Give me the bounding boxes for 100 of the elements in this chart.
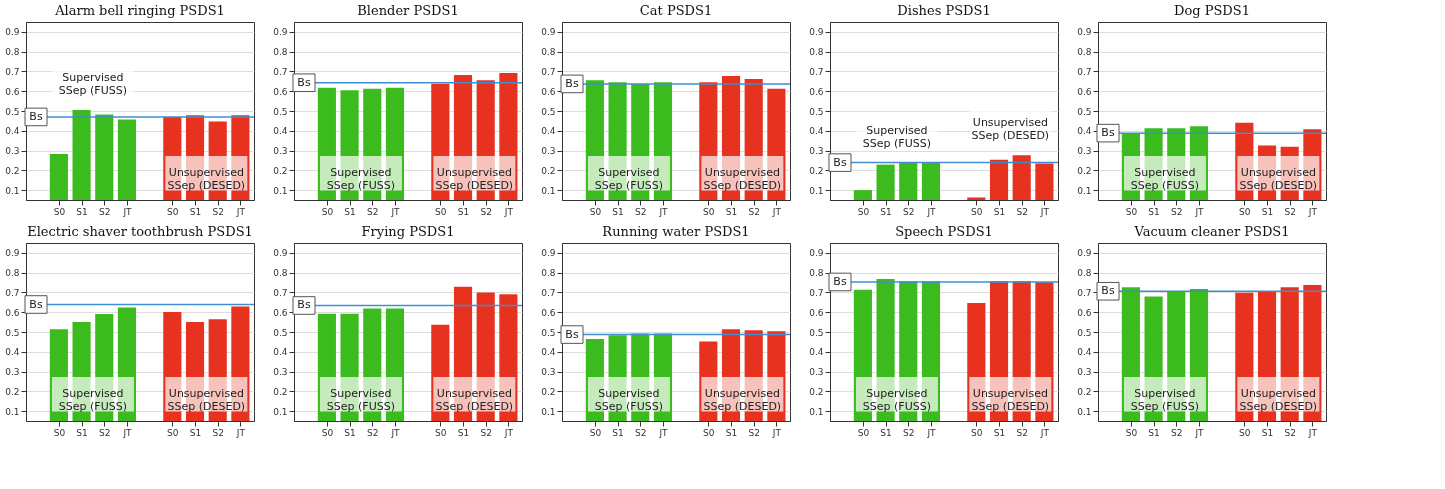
y-tick-label: 0.9 — [273, 27, 288, 38]
x-tick-label: S2 — [480, 427, 492, 438]
x-tick-label: S0 — [1125, 206, 1138, 217]
x-tick-label: JT — [926, 427, 937, 438]
x-tick-label: S1 — [880, 206, 892, 217]
y-tick-label: 0.4 — [809, 347, 824, 358]
x-tick-label: JT — [503, 427, 514, 438]
annotation: Unsupervised SSep (DESED) — [435, 166, 514, 193]
annotation: Supervised SSep (FUSS) — [326, 166, 395, 193]
chart-title: Blender PSDS1 — [357, 3, 459, 18]
x-tick-label: JT — [1039, 427, 1050, 438]
x-tick-label: S2 — [635, 427, 647, 438]
x-tick-label: JT — [503, 206, 514, 217]
x-tick-label: S0 — [971, 427, 983, 438]
x-tick-label: S1 — [189, 206, 202, 217]
x-tick-label: S2 — [903, 206, 915, 217]
y-tick-label: 0.6 — [273, 86, 288, 97]
y-tick-label: 0.1 — [1077, 406, 1092, 417]
ref-line-label: Bs — [1101, 284, 1115, 298]
x-tick-label: S1 — [725, 206, 738, 217]
x-tick-label: JT — [658, 427, 669, 438]
x-tick-label: S0 — [167, 206, 179, 217]
y-tick-label: 0.9 — [5, 248, 20, 259]
y-tick-label: 0.3 — [5, 146, 20, 157]
x-tick-label: JT — [771, 427, 782, 438]
x-tick-label: S0 — [435, 427, 447, 438]
y-tick-label: 0.2 — [5, 386, 20, 397]
y-tick-label: 0.8 — [1077, 268, 1092, 279]
y-tick-label: 0.4 — [273, 126, 288, 137]
y-tick-label: 0.4 — [541, 126, 556, 137]
x-tick-label: JT — [1307, 206, 1318, 217]
x-tick-label: S2 — [903, 427, 915, 438]
y-tick-label: 0.8 — [273, 268, 288, 279]
x-tick-label: JT — [1194, 206, 1205, 217]
x-tick-label: S2 — [748, 206, 760, 217]
y-tick-label: 0.5 — [809, 327, 824, 338]
chart-title: Speech PSDS1 — [895, 224, 993, 239]
x-tick-label: S1 — [457, 206, 470, 217]
y-tick-label: 0.2 — [1077, 386, 1092, 397]
y-tick-label: 0.3 — [273, 367, 288, 378]
y-tick-label: 0.6 — [541, 307, 556, 318]
annotation: Supervised SSep (FUSS) — [862, 387, 931, 414]
annotation: Supervised SSep (FUSS) — [862, 123, 931, 150]
x-tick-label: JT — [122, 427, 133, 438]
annotation: Unsupervised SSep (DESED) — [167, 387, 246, 414]
annotation: Unsupervised SSep (DESED) — [167, 166, 246, 193]
x-tick-label: JT — [235, 206, 246, 217]
annotation: Supervised SSep (FUSS) — [1130, 387, 1199, 414]
x-tick-label: S2 — [1284, 206, 1296, 217]
x-tick-label: S1 — [880, 427, 892, 438]
ref-line-label: Bs — [297, 75, 311, 89]
ref-line-label: Bs — [29, 109, 43, 123]
y-tick-label: 0.1 — [273, 185, 288, 196]
x-tick-label: S2 — [1016, 427, 1028, 438]
y-tick-label: 0.2 — [809, 386, 824, 397]
chart-title: Running water PSDS1 — [602, 224, 750, 239]
y-tick-label: 0.9 — [1077, 27, 1092, 38]
y-tick-label: 0.4 — [541, 347, 556, 358]
annotation: Unsupervised SSep (DESED) — [435, 387, 514, 414]
x-tick-label: S0 — [1239, 427, 1251, 438]
x-tick-label: S1 — [612, 427, 624, 438]
y-tick-label: 0.2 — [541, 165, 556, 176]
y-tick-label: 0.6 — [541, 86, 556, 97]
y-tick-label: 0.6 — [809, 307, 824, 318]
x-tick-label: S1 — [612, 206, 624, 217]
ref-line-label: Bs — [1101, 126, 1115, 140]
x-tick-label: S0 — [321, 206, 334, 217]
y-tick-label: 0.7 — [5, 287, 20, 298]
ref-line-label: Bs — [833, 274, 847, 288]
x-tick-label: S1 — [1261, 206, 1274, 217]
x-tick-label: S2 — [99, 206, 111, 217]
y-tick-label: 0.4 — [273, 347, 288, 358]
y-tick-label: 0.8 — [5, 47, 20, 58]
y-tick-label: 0.3 — [809, 146, 824, 157]
y-tick-label: 0.7 — [541, 287, 556, 298]
y-tick-label: 0.7 — [541, 66, 556, 77]
y-tick-label: 0.1 — [541, 406, 556, 417]
annotation: Unsupervised SSep (DESED) — [703, 387, 782, 414]
y-tick-label: 0.5 — [1077, 327, 1092, 338]
y-tick-label: 0.3 — [273, 146, 288, 157]
y-tick-label: 0.2 — [1077, 165, 1092, 176]
x-tick-label: S2 — [212, 427, 224, 438]
ref-line-label: Bs — [565, 327, 579, 341]
y-tick-label: 0.1 — [809, 406, 824, 417]
chart-title: Frying PSDS1 — [361, 224, 455, 239]
x-tick-label: S0 — [321, 427, 334, 438]
x-tick-label: S1 — [993, 427, 1006, 438]
x-tick-label: S1 — [1148, 427, 1160, 438]
y-tick-label: 0.5 — [809, 106, 824, 117]
x-tick-label: S0 — [703, 427, 715, 438]
x-tick-label: S0 — [589, 427, 602, 438]
x-tick-label: JT — [1307, 427, 1318, 438]
x-tick-label: S2 — [99, 427, 111, 438]
y-tick-label: 0.2 — [5, 165, 20, 176]
y-tick-label: 0.3 — [541, 367, 556, 378]
chart-title: Vacuum cleaner PSDS1 — [1133, 224, 1290, 239]
x-tick-label: JT — [122, 206, 133, 217]
annotation: Supervised SSep (FUSS) — [58, 70, 127, 97]
x-tick-label: S0 — [435, 206, 447, 217]
x-tick-label: S1 — [344, 206, 356, 217]
